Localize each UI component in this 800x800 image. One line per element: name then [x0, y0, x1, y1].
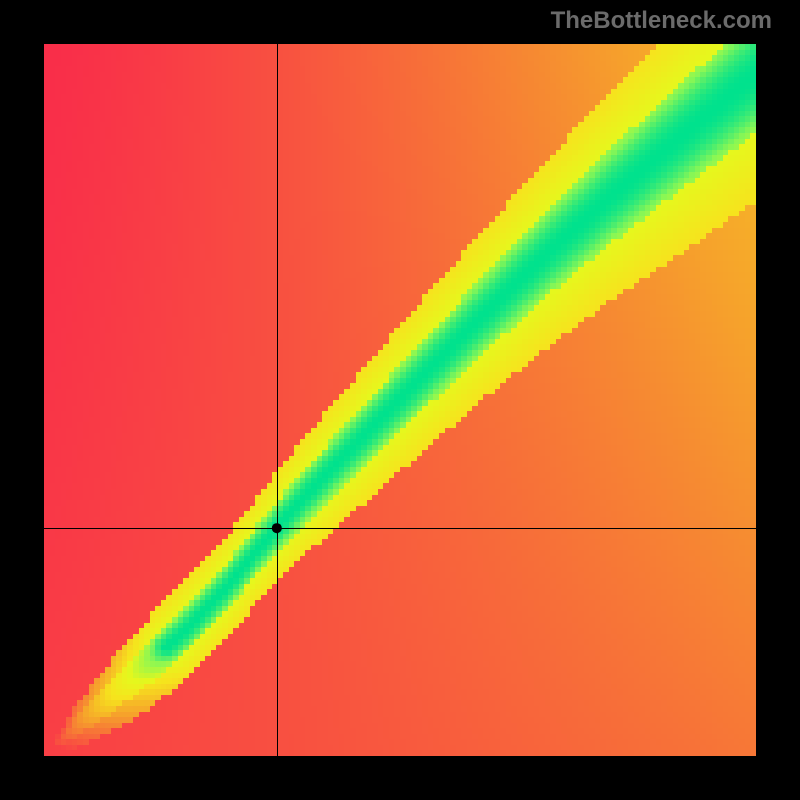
- bottleneck-heatmap: [44, 44, 756, 756]
- watermark-text: TheBottleneck.com: [551, 7, 772, 35]
- chart-container: { "watermark": { "text": "TheBottleneck.…: [0, 0, 800, 800]
